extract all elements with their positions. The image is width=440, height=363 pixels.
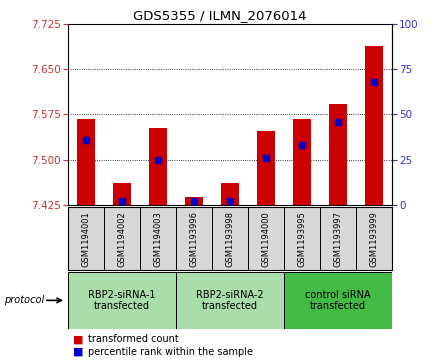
- Bar: [113, 183, 131, 205]
- Text: percentile rank within the sample: percentile rank within the sample: [88, 347, 253, 357]
- Bar: [77, 119, 95, 205]
- Text: control siRNA
transfected: control siRNA transfected: [305, 290, 370, 311]
- Text: GSM1194003: GSM1194003: [154, 211, 162, 266]
- Text: GSM1193999: GSM1193999: [369, 211, 378, 266]
- Text: protocol: protocol: [4, 295, 44, 305]
- Bar: [365, 46, 383, 205]
- Text: GDS5355 / ILMN_2076014: GDS5355 / ILMN_2076014: [133, 9, 307, 22]
- Text: GSM1194002: GSM1194002: [117, 211, 127, 266]
- Bar: [221, 183, 239, 205]
- Text: RBP2-siRNA-2
transfected: RBP2-siRNA-2 transfected: [196, 290, 264, 311]
- Text: GSM1193997: GSM1193997: [333, 211, 342, 267]
- Text: GSM1193995: GSM1193995: [297, 211, 306, 266]
- Bar: [185, 197, 203, 205]
- Bar: [284, 272, 392, 329]
- Bar: [149, 128, 167, 205]
- Bar: [68, 272, 176, 329]
- Text: ■: ■: [73, 334, 83, 344]
- Text: GSM1194001: GSM1194001: [82, 211, 91, 266]
- Text: GSM1193996: GSM1193996: [190, 211, 198, 267]
- Bar: [293, 119, 311, 205]
- Bar: [329, 104, 347, 205]
- Text: transformed count: transformed count: [88, 334, 179, 344]
- Bar: [257, 131, 275, 205]
- Bar: [176, 272, 284, 329]
- Text: RBP2-siRNA-1
transfected: RBP2-siRNA-1 transfected: [88, 290, 156, 311]
- Text: ■: ■: [73, 347, 83, 357]
- Text: GSM1193998: GSM1193998: [225, 211, 235, 267]
- Text: GSM1194000: GSM1194000: [261, 211, 270, 266]
